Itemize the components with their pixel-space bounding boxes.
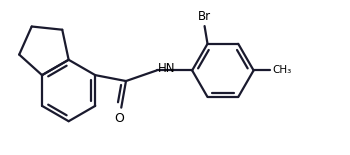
Text: O: O xyxy=(114,112,124,125)
Text: HN: HN xyxy=(158,62,175,75)
Text: Br: Br xyxy=(198,9,211,22)
Text: CH₃: CH₃ xyxy=(273,65,292,75)
